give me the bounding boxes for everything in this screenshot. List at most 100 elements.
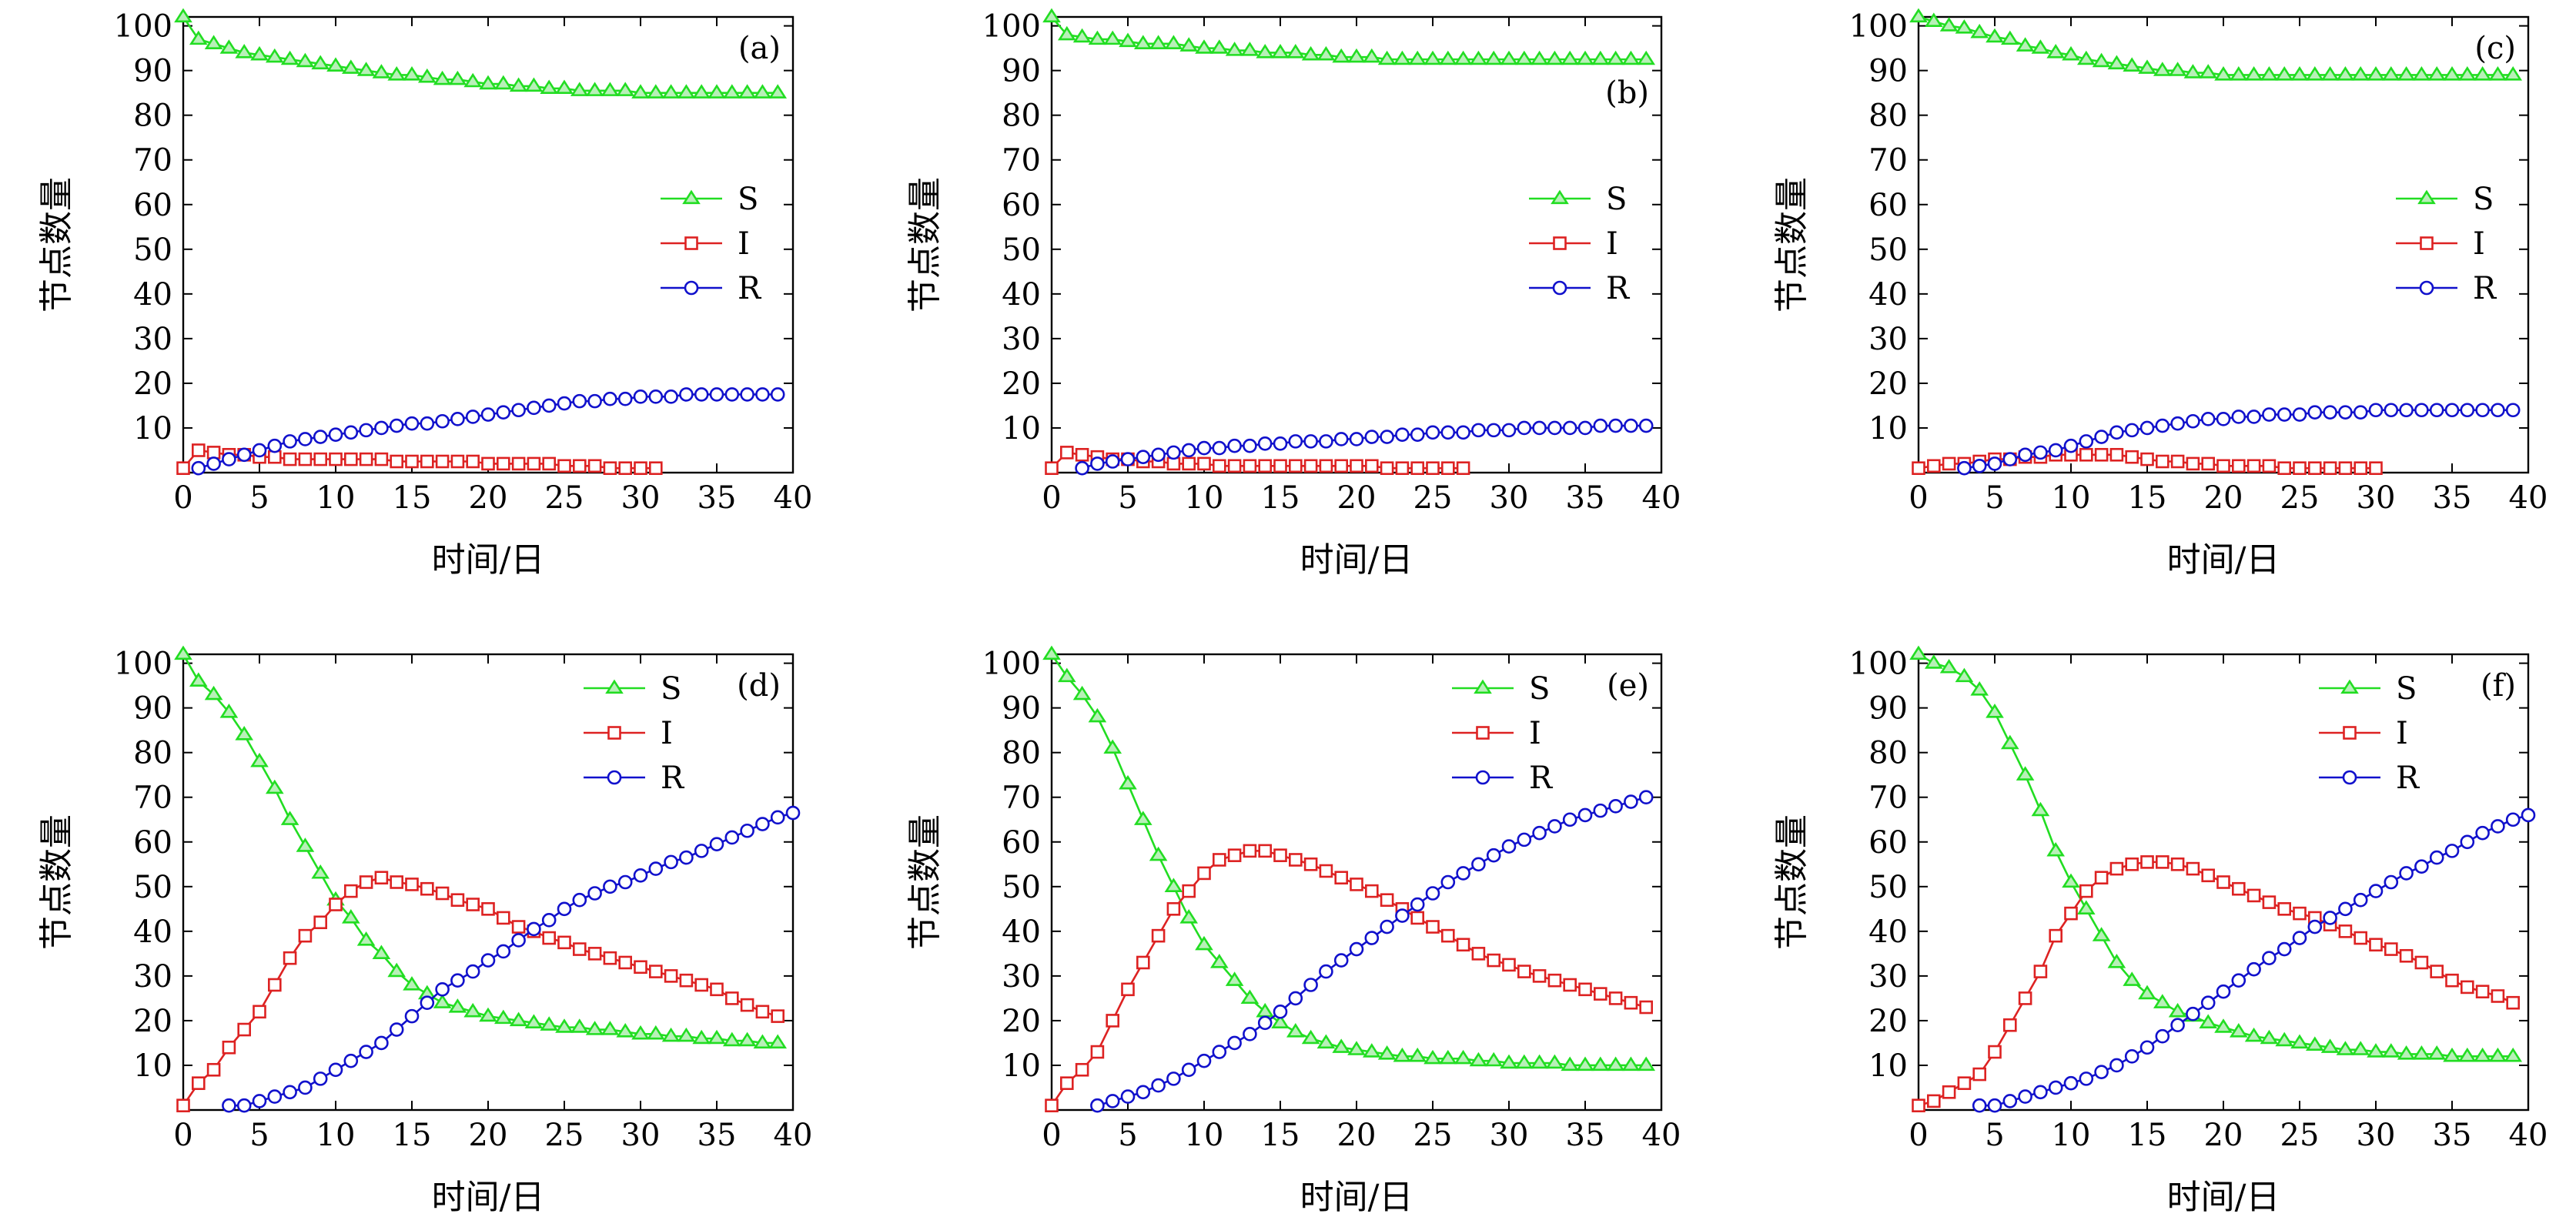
data-point-R <box>1364 430 1380 444</box>
data-point-S <box>2031 801 2050 817</box>
legend-label-I: I <box>2473 226 2485 262</box>
data-point-I <box>2232 881 2246 896</box>
data-point-S <box>479 75 497 90</box>
data-point-I <box>313 915 328 930</box>
data-point-R <box>1501 839 1517 854</box>
data-point-R <box>1593 418 1608 433</box>
data-point-I <box>2491 989 2505 1003</box>
data-point-R <box>374 420 389 436</box>
data-point-R <box>1303 434 1318 449</box>
data-point-I <box>2293 461 2307 475</box>
data-point-R <box>527 400 541 416</box>
data-point-I <box>2430 965 2444 978</box>
data-point-R <box>527 921 541 937</box>
data-point-R <box>1987 456 2002 471</box>
y-tick-label: 60 <box>1002 825 1041 861</box>
data-point-I <box>511 456 526 471</box>
x-tick-label: 25 <box>2280 480 2320 516</box>
data-point-S <box>387 66 406 81</box>
x-tick-label: 35 <box>1566 480 1605 516</box>
data-point-I <box>2277 461 2291 475</box>
data-point-I <box>511 920 526 934</box>
data-point-R <box>374 1035 389 1051</box>
x-tick-label: 25 <box>2280 1118 2320 1153</box>
data-point-S <box>1986 704 2004 718</box>
legend-marker-S <box>1474 679 1492 694</box>
data-point-R <box>2170 416 2185 431</box>
y-tick-label: 80 <box>133 99 172 134</box>
legend: SIR <box>661 182 762 306</box>
data-point-S <box>2123 971 2142 986</box>
data-point-I <box>542 456 557 471</box>
series-line-S <box>182 654 778 1045</box>
x-tick-label: 40 <box>774 1118 813 1153</box>
data-point-I <box>664 969 678 983</box>
data-point-S <box>219 39 239 54</box>
data-point-R <box>603 879 617 894</box>
data-point-R <box>1624 418 1638 433</box>
data-point-I <box>2277 902 2291 916</box>
data-point-R <box>2460 403 2475 418</box>
legend-label-R: R <box>1606 271 1631 306</box>
legend-label-R: R <box>2473 271 2497 306</box>
data-point-S <box>2199 1014 2218 1028</box>
y-tick-label: 40 <box>133 277 172 313</box>
data-point-S <box>2351 1041 2370 1055</box>
data-point-S <box>555 79 574 95</box>
data-point-I <box>1060 446 1074 460</box>
data-point-R <box>1957 460 1972 476</box>
x-axis-label: 时间/日 <box>1300 1178 1413 1217</box>
data-point-I <box>2323 461 2337 475</box>
x-tick-label: 5 <box>1985 480 2004 516</box>
data-point-R <box>1196 440 1212 456</box>
data-point-R <box>2155 1028 2170 1044</box>
data-point-S <box>2062 873 2080 888</box>
data-point-I <box>2262 459 2277 473</box>
data-point-I <box>2109 447 2124 462</box>
y-tick-label: 90 <box>1002 54 1041 89</box>
data-point-R <box>648 861 664 876</box>
data-point-R <box>1547 819 1562 834</box>
data-point-S <box>738 1031 757 1047</box>
data-point-R <box>2186 1006 2200 1021</box>
data-point-I <box>1319 864 1333 878</box>
data-point-I <box>405 454 419 469</box>
legend-marker-I <box>1553 236 1567 250</box>
data-point-S <box>2290 66 2309 81</box>
data-point-R <box>2414 403 2429 418</box>
x-tick-label: 20 <box>2204 480 2243 516</box>
data-point-R <box>2200 995 2216 1011</box>
legend-label-S: S <box>738 182 758 217</box>
data-point-R <box>435 981 450 997</box>
data-point-I <box>405 878 419 891</box>
data-point-I <box>1319 459 1333 473</box>
data-point-R <box>1319 964 1333 979</box>
legend-marker-I <box>607 726 621 740</box>
y-tick-label: 40 <box>1002 277 1041 313</box>
data-point-I <box>634 461 647 475</box>
data-point-I <box>2201 868 2215 883</box>
data-point-I <box>572 459 587 473</box>
legend-marker-R <box>607 770 622 785</box>
legend-label-I: I <box>738 226 750 262</box>
data-point-R <box>2186 413 2200 429</box>
data-point-S <box>2504 1047 2523 1062</box>
data-point-R <box>389 1022 404 1037</box>
data-point-S <box>296 52 315 68</box>
data-point-R <box>1532 420 1547 436</box>
data-point-R <box>1090 456 1105 471</box>
data-point-I <box>634 960 647 975</box>
data-point-S <box>661 1027 681 1042</box>
legend-marker-R <box>2342 770 2357 785</box>
data-point-R <box>191 460 206 476</box>
data-point-R <box>511 403 526 418</box>
data-point-S <box>1576 50 1594 65</box>
legend: SIR <box>2319 671 2420 796</box>
data-point-I <box>1578 982 1592 997</box>
data-point-R <box>2277 407 2292 422</box>
data-point-R <box>420 995 435 1011</box>
data-point-S <box>2229 66 2248 81</box>
data-point-R <box>2200 412 2216 426</box>
data-point-R <box>2338 901 2353 917</box>
